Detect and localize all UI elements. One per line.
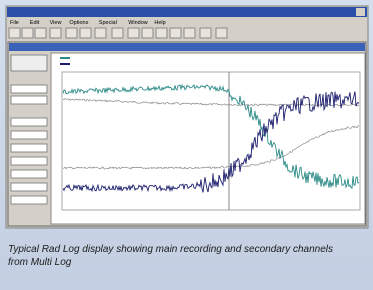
menu-item[interactable]: Special bbox=[99, 20, 117, 26]
field[interactable] bbox=[11, 85, 47, 93]
field[interactable] bbox=[11, 131, 47, 139]
tool-button[interactable] bbox=[35, 28, 46, 38]
tool-button[interactable] bbox=[170, 28, 181, 38]
field[interactable] bbox=[11, 196, 47, 204]
title-bar bbox=[7, 7, 367, 17]
tool-button[interactable] bbox=[9, 28, 20, 38]
tool-button[interactable] bbox=[142, 28, 153, 38]
menu-item[interactable]: View bbox=[50, 20, 62, 26]
field[interactable] bbox=[11, 144, 47, 152]
nav-control[interactable] bbox=[11, 55, 47, 71]
tool-button[interactable] bbox=[216, 28, 227, 38]
plot-panel bbox=[51, 53, 365, 224]
field[interactable] bbox=[11, 170, 47, 178]
toolbar bbox=[9, 28, 227, 38]
child-title-bar bbox=[9, 43, 365, 51]
menu-item[interactable]: File bbox=[10, 20, 19, 26]
tool-button[interactable] bbox=[200, 28, 211, 38]
caption: Typical Rad Log display showing main rec… bbox=[8, 243, 348, 269]
tool-button[interactable] bbox=[112, 28, 123, 38]
menu-bar: File Edit View Options Special Window Help bbox=[10, 20, 166, 26]
tool-button[interactable] bbox=[22, 28, 33, 38]
tool-button[interactable] bbox=[80, 28, 91, 38]
close-button[interactable] bbox=[356, 8, 365, 16]
tool-button[interactable] bbox=[66, 28, 77, 38]
screenshot: FileEditViewOptionsSpecialWindowHelp T bbox=[0, 0, 373, 290]
menu-item[interactable]: Window bbox=[128, 20, 148, 26]
tool-button[interactable] bbox=[184, 28, 195, 38]
tool-button[interactable] bbox=[95, 28, 106, 38]
menu-item[interactable]: Help bbox=[154, 20, 165, 26]
menu-item[interactable]: Options bbox=[69, 20, 88, 26]
field[interactable] bbox=[11, 96, 47, 104]
field[interactable] bbox=[11, 183, 47, 191]
field[interactable] bbox=[11, 157, 47, 165]
tool-button[interactable] bbox=[128, 28, 139, 38]
field[interactable] bbox=[11, 118, 47, 126]
tool-button[interactable] bbox=[156, 28, 167, 38]
menu-item[interactable]: Edit bbox=[30, 20, 40, 26]
tool-button[interactable] bbox=[50, 28, 61, 38]
app-window: File Edit View Options Special Window Help bbox=[0, 0, 373, 235]
